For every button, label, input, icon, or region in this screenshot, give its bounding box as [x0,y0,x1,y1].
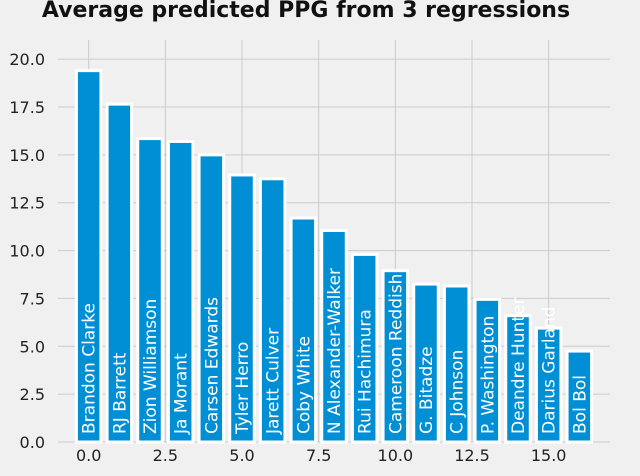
bar [504,314,532,444]
x-tick-label: 10.0 [378,446,414,465]
bar-label: Cameroon Reddish [386,274,406,434]
bar [381,269,410,444]
x-axis-ticks: 0.0 2.5 5.0 7.5 10.0 12.5 15.0 [76,446,567,465]
bar-label: Darius Garland [540,306,560,434]
bar-label: Zion Williamson [141,299,161,434]
chart-title: Average predicted PPG from 3 regressions [42,0,570,23]
bar [166,139,195,444]
y-tick-label: 17.5 [9,98,45,117]
bar [105,102,134,444]
y-tick-label: 0.0 [20,433,45,452]
bar-label: Coby White [294,336,314,434]
bar [442,284,471,444]
bar-label: Carsen Edwards [202,297,222,434]
y-tick-label: 20.0 [9,50,45,69]
y-tick-label: 15.0 [9,146,45,165]
y-tick-label: 7.5 [20,289,45,308]
bar [320,228,348,444]
y-tick-label: 2.5 [20,385,45,404]
x-tick-label: 12.5 [454,446,490,465]
bar-label: C Johnson [448,350,468,434]
bar-label: Tyler Herro [233,342,253,435]
bar-label: Ja Morant [172,353,192,435]
y-tick-label: 5.0 [20,337,45,356]
x-tick-label: 5.0 [229,446,254,465]
bar-label: G. Bitadze [417,346,437,434]
bar [74,69,103,444]
bar [228,173,256,444]
bar [289,216,318,444]
bar-label: Deandre Hunter [509,298,529,434]
bar [565,349,594,444]
bar [412,282,440,444]
bar [258,177,287,444]
bar [350,252,379,444]
bar-label: Bol Bol [570,375,590,434]
bar [534,326,563,444]
x-tick-label: 2.5 [153,446,178,465]
bar [197,153,226,444]
x-tick-label: 0.0 [76,446,101,465]
y-tick-label: 12.5 [9,194,45,213]
y-axis-ticks: 0.0 2.5 5.0 7.5 10.0 12.5 15.0 17.5 20.0 [9,50,45,452]
x-tick-label: 7.5 [306,446,331,465]
y-tick-label: 10.0 [9,242,45,261]
bar-label: Rui Hachimura [356,309,376,434]
bar-label: N Alexander-Walker [325,268,345,434]
bars: Brandon Clarke RJ Barrett Zion Williamson J… [74,69,594,444]
bar-label: P. Washington [478,316,498,434]
bar-label: Brandon Clarke [80,303,100,434]
bar [473,297,502,444]
bar [136,137,164,444]
bar-label: Jarett Culver [264,328,284,435]
x-tick-label: 15.0 [531,446,567,465]
bar-label: RJ Barrett [110,352,130,434]
